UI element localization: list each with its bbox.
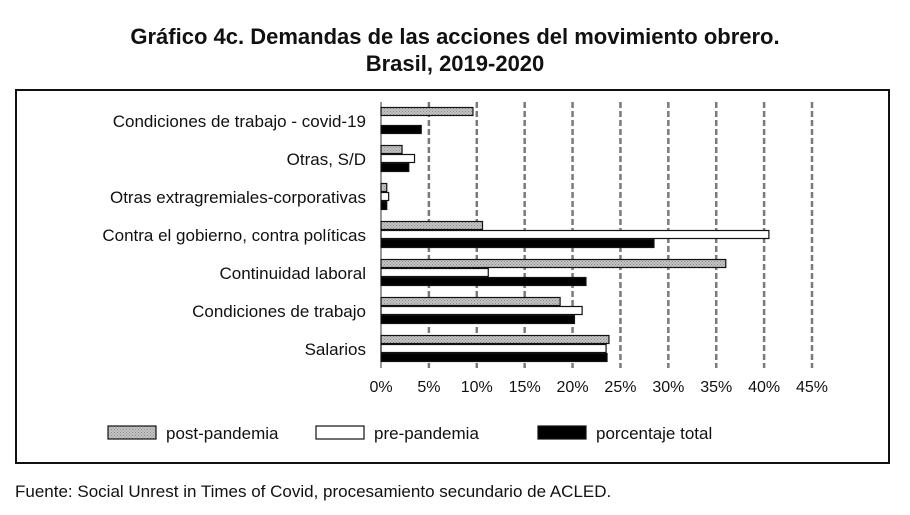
chart-subtitle: Brasil, 2019-2020 bbox=[365, 51, 545, 76]
chart-title: Gráfico 4c. Demandas de las acciones del… bbox=[130, 24, 780, 49]
x-tick-label: 30% bbox=[652, 379, 684, 396]
legend-label: porcentaje total bbox=[596, 424, 712, 443]
x-tick-label: 35% bbox=[700, 379, 732, 396]
category-label: Contra el gobierno, contra políticas bbox=[102, 226, 366, 245]
bar bbox=[380, 191, 390, 202]
x-tick-label: 10% bbox=[461, 379, 493, 396]
x-tick-label: 45% bbox=[796, 379, 828, 396]
bar bbox=[380, 153, 416, 164]
category-label: Salarios bbox=[305, 340, 366, 359]
bar bbox=[380, 220, 484, 231]
source-note: Fuente: Social Unrest in Times of Covid,… bbox=[15, 482, 612, 501]
bar bbox=[380, 162, 410, 173]
bar bbox=[380, 182, 388, 193]
category-label: Otras extragremiales-corporativas bbox=[110, 188, 366, 207]
bar bbox=[380, 296, 561, 307]
bar bbox=[380, 258, 727, 269]
legend-swatch bbox=[315, 425, 365, 440]
category-label: Condiciones de trabajo - covid-19 bbox=[113, 112, 366, 131]
category-label: Condiciones de trabajo bbox=[192, 302, 366, 321]
legend-label: pre-pandemia bbox=[374, 424, 479, 443]
bar bbox=[380, 124, 422, 135]
x-tick-label: 5% bbox=[417, 379, 440, 396]
x-tick-label: 15% bbox=[509, 379, 541, 396]
bar bbox=[380, 200, 388, 211]
legend-swatch bbox=[107, 425, 157, 440]
bar bbox=[380, 276, 587, 287]
category-label: Continuidad laboral bbox=[220, 264, 367, 283]
bar bbox=[380, 144, 403, 155]
bar bbox=[380, 267, 489, 278]
category-label: Otras, S/D bbox=[287, 150, 366, 169]
bar bbox=[380, 314, 576, 325]
bar bbox=[380, 343, 607, 354]
x-tick-label: 20% bbox=[557, 379, 589, 396]
bar bbox=[380, 229, 770, 240]
legend-swatch bbox=[537, 425, 587, 440]
x-tick-label: 25% bbox=[604, 379, 636, 396]
bar bbox=[380, 352, 608, 363]
x-tick-label: 0% bbox=[369, 379, 392, 396]
bar bbox=[380, 334, 610, 345]
x-tick-label: 40% bbox=[748, 379, 780, 396]
bar bbox=[380, 305, 583, 316]
bar bbox=[380, 106, 474, 117]
legend-label: post-pandemia bbox=[166, 424, 279, 443]
chart-frame bbox=[15, 89, 890, 464]
bar bbox=[380, 238, 655, 249]
